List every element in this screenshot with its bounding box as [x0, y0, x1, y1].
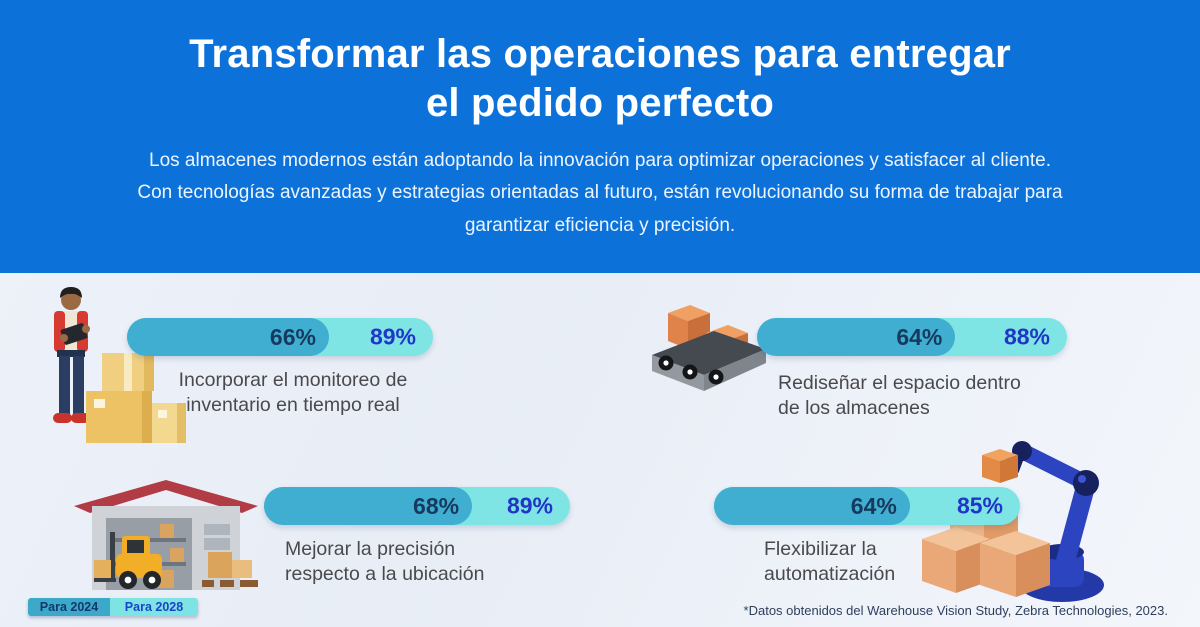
bar-2024-segment: 66%: [127, 318, 329, 356]
page-title: Transformar las operaciones para entrega…: [0, 30, 1200, 128]
header: Transformar las operaciones para entrega…: [0, 0, 1200, 273]
legend: Para 2024 Para 2028: [28, 598, 198, 616]
pct-2028-value: 85%: [956, 492, 1003, 519]
bar-2024-segment: 64%: [714, 487, 910, 525]
stat-label-redesign: Rediseñar el espacio dentro de los almace…: [778, 372, 1021, 419]
pct-2024-value: 68%: [413, 492, 460, 519]
title-line-2: el pedido perfecto: [425, 80, 775, 125]
bar-2024-segment: 68%: [264, 487, 473, 525]
pct-2024-value: 64%: [850, 492, 897, 519]
bar-2024-segment: 64%: [757, 318, 956, 356]
header-subtitle: Los almacenes modernos están adoptando l…: [137, 149, 1063, 236]
stat-bar-automation: 64% 85%: [714, 487, 1020, 525]
inventory-boxes-illustration: [86, 353, 186, 443]
legend-item-2024: Para 2024: [28, 598, 110, 616]
stat-label-inventory: Incorporar el monitoreo de inventario en …: [178, 369, 408, 416]
pct-2024-value: 64%: [896, 323, 943, 350]
stat-bar-redesign: 64% 88%: [757, 318, 1067, 356]
stat-bar-precision: 68% 89%: [264, 487, 570, 525]
pct-2024-value: 66%: [269, 323, 316, 350]
pct-2028-value: 89%: [506, 492, 553, 519]
warehouse-worker-illustration: [53, 287, 90, 423]
pct-2028-value: 89%: [369, 323, 416, 350]
pct-2028-value: 88%: [1003, 323, 1050, 350]
warehouse-forklift-illustration: [74, 480, 258, 590]
source-note: *Datos obtenidos del Warehouse Vision St…: [743, 603, 1168, 618]
title-line-1: Transformar las operaciones para entrega…: [189, 32, 1011, 76]
legend-item-2028: Para 2028: [110, 598, 198, 616]
conveyor-belt-illustration: [652, 305, 766, 391]
stat-bar-inventory: 66% 89%: [127, 318, 433, 356]
stat-label-precision: Mejorar la precisión respecto a la ubicac…: [285, 538, 485, 585]
stat-label-automation: Flexibilizar la automatización: [764, 538, 896, 585]
